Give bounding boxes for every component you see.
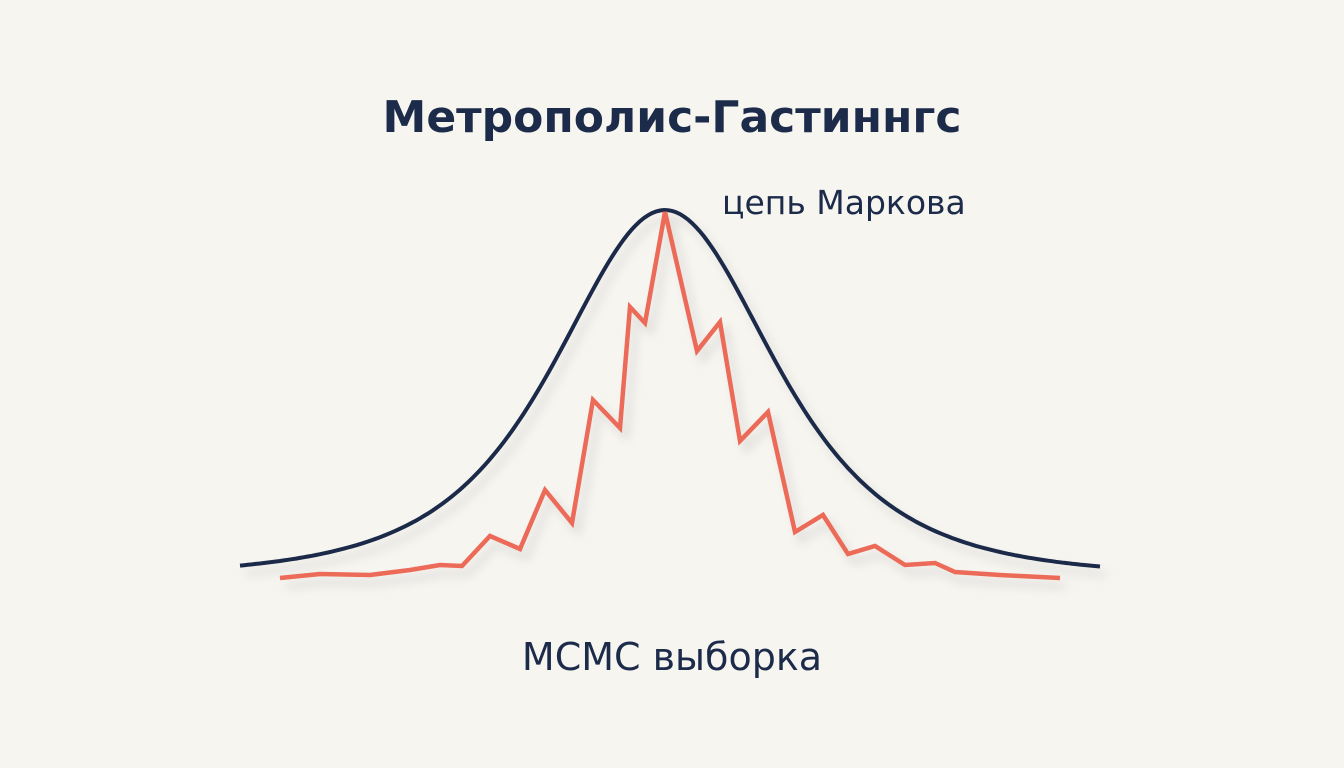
curve-label: цепь Маркова [722, 183, 966, 222]
bell-curve [239, 207, 1101, 569]
title: Метрополис-Гастиннгс [383, 92, 962, 143]
caption: MCMC выборка [522, 635, 822, 679]
markov-chain [279, 211, 1061, 581]
